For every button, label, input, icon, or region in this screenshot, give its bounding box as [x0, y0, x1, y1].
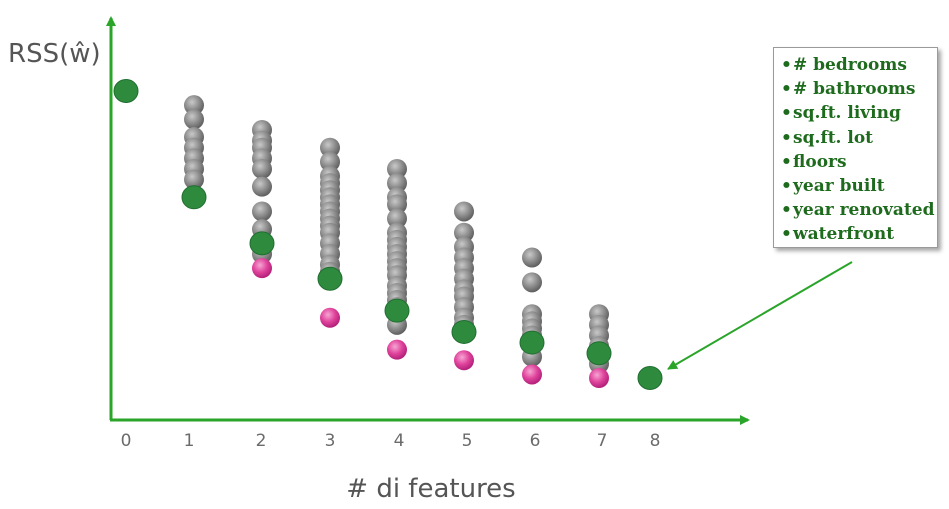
- feature-list-item: •sq.ft. living: [781, 101, 937, 125]
- highlight-point: [252, 258, 272, 279]
- other-point: [184, 169, 204, 190]
- other-point: [184, 109, 204, 130]
- y-axis-title: RSS(ŵ): [8, 39, 101, 69]
- other-point: [454, 222, 474, 243]
- highlight-point: [387, 339, 407, 360]
- other-point: [387, 208, 407, 229]
- highlight-point: [522, 364, 542, 385]
- feature-label: sq.ft. lot: [793, 127, 874, 148]
- best-points: [113, 79, 663, 390]
- best-point: [637, 366, 663, 390]
- other-point: [454, 201, 474, 222]
- feature-list-item: •year built: [781, 174, 937, 198]
- annotation-arrow: [667, 261, 853, 370]
- x-tick-label: 0: [121, 431, 132, 451]
- axes: [106, 16, 750, 425]
- x-tick-label: 4: [394, 431, 405, 451]
- feature-list-item: •# bathrooms: [781, 77, 937, 101]
- other-point: [252, 158, 272, 179]
- x-axis-title: # di features: [346, 474, 515, 504]
- other-points: [184, 95, 609, 374]
- feature-label: year renovated: [793, 200, 935, 221]
- other-point: [522, 247, 542, 268]
- bullet-icon: •: [781, 200, 792, 221]
- other-point: [252, 201, 272, 222]
- highlight-points: [252, 258, 609, 388]
- other-point: [387, 158, 407, 179]
- best-point: [317, 266, 343, 291]
- bullet-icon: •: [781, 176, 792, 197]
- features-list-box: •# bedrooms •# bathrooms •sq.ft. living •sq…: [773, 47, 938, 248]
- highlight-point: [454, 350, 474, 371]
- other-point: [387, 173, 407, 194]
- x-tick-label: 6: [530, 431, 541, 451]
- bullet-icon: •: [781, 79, 792, 100]
- bullet-icon: •: [781, 103, 792, 124]
- other-point: [522, 272, 542, 293]
- highlight-point: [320, 307, 340, 328]
- feature-label: # bedrooms: [793, 55, 907, 75]
- feature-label: year built: [793, 176, 885, 197]
- feature-list-item: •waterfront: [781, 222, 937, 246]
- other-point: [320, 151, 340, 172]
- best-point: [451, 319, 477, 344]
- feature-list-item: •floors: [781, 150, 937, 174]
- x-tick-label: 1: [184, 431, 195, 451]
- best-point: [586, 341, 612, 366]
- x-tick-label: 3: [325, 431, 336, 451]
- x-tick-label: 5: [462, 431, 473, 451]
- highlight-point: [589, 368, 609, 388]
- feature-label: floors: [793, 151, 847, 172]
- features-list: •# bedrooms •# bathrooms •sq.ft. living •sq…: [781, 53, 937, 247]
- best-point: [519, 330, 545, 355]
- bullet-icon: •: [781, 151, 792, 172]
- x-tick-label: 7: [597, 431, 608, 451]
- best-point: [181, 185, 207, 210]
- feature-list-item: •# bedrooms: [781, 53, 937, 77]
- x-tick-label: 2: [256, 431, 267, 451]
- bullet-icon: •: [781, 127, 792, 148]
- other-point: [252, 176, 272, 197]
- best-point: [384, 298, 410, 323]
- x-tick-label: 8: [650, 431, 661, 451]
- best-point: [113, 79, 139, 103]
- bullet-icon: •: [781, 224, 792, 245]
- feature-list-item: •year renovated: [781, 198, 937, 222]
- bullet-icon: •: [781, 55, 792, 75]
- other-point: [184, 95, 204, 116]
- best-point: [249, 231, 275, 256]
- feature-label: sq.ft. living: [793, 103, 901, 124]
- x-tick-labels: 0 1 2 3 4 5 6 7 8: [121, 431, 661, 451]
- feature-label: waterfront: [793, 224, 895, 245]
- other-point: [320, 137, 340, 158]
- other-point: [387, 194, 407, 215]
- feature-label: # bathrooms: [793, 79, 916, 100]
- feature-list-item: •sq.ft. lot: [781, 126, 937, 150]
